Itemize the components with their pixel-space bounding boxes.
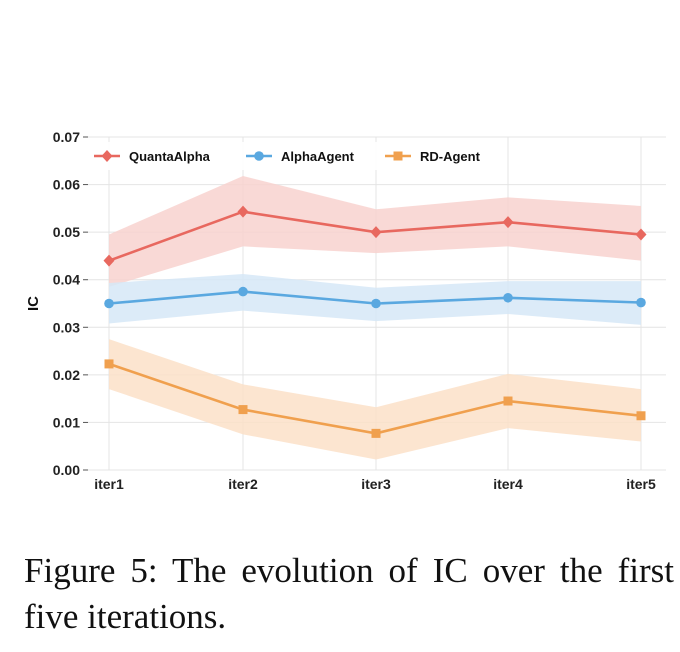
point-QuantaAlpha xyxy=(635,228,647,241)
legend-label-QuantaAlpha: QuantaAlpha xyxy=(129,149,211,164)
point-QuantaAlpha xyxy=(502,216,514,229)
point-AlphaAgent xyxy=(503,292,513,303)
point-AlphaAgent xyxy=(371,298,381,309)
confidence-bands xyxy=(109,176,641,460)
y-tick-label: 0.06 xyxy=(53,177,80,193)
x-tick-label: iter4 xyxy=(493,476,523,492)
y-tick-label: 0.01 xyxy=(53,414,80,430)
legend-marker-QuantaAlpha xyxy=(101,150,113,162)
axes: 0.00 0.01 0.02 0.03 0.04 0.05 0.06 0.07 iter1 ite… xyxy=(25,129,656,492)
x-tick-label: iter2 xyxy=(228,476,258,492)
band-RD-Agent xyxy=(109,339,641,460)
y-tick-label: 0.07 xyxy=(53,129,80,145)
legend-marker-AlphaAgent xyxy=(254,151,264,161)
legend-box xyxy=(86,142,498,170)
series-markers xyxy=(103,205,647,438)
legend-marker-RD-Agent xyxy=(393,151,403,161)
point-RD-Agent xyxy=(636,411,646,421)
point-AlphaAgent xyxy=(636,297,646,308)
legend-label-RD-Agent: RD-Agent xyxy=(420,149,481,164)
y-axis-label: IC xyxy=(25,296,42,311)
figure-caption: Figure 5: The evolution of IC over the f… xyxy=(24,551,674,636)
y-tick-label: 0.05 xyxy=(53,224,80,240)
point-AlphaAgent xyxy=(238,286,248,297)
point-RD-Agent xyxy=(371,428,381,438)
legend: QuantaAlpha AlphaAgent RD-Agent xyxy=(86,142,498,170)
point-QuantaAlpha xyxy=(370,226,382,239)
point-QuantaAlpha xyxy=(237,205,249,218)
point-QuantaAlpha xyxy=(103,254,115,267)
y-tick-label: 0.00 xyxy=(53,462,80,478)
point-RD-Agent xyxy=(238,405,248,415)
y-tick-label: 0.02 xyxy=(53,367,80,383)
x-tick-label: iter3 xyxy=(361,476,391,492)
point-AlphaAgent xyxy=(104,298,114,309)
point-RD-Agent xyxy=(104,359,114,369)
legend-label-AlphaAgent: AlphaAgent xyxy=(281,149,355,164)
x-tick-label: iter1 xyxy=(94,476,124,492)
ic-line-chart: 0.00 0.01 0.02 0.03 0.04 0.05 0.06 0.07 iter1 ite… xyxy=(25,129,666,492)
x-tick-label: iter5 xyxy=(626,476,656,492)
y-tick-label: 0.04 xyxy=(53,272,80,288)
y-tick-label: 0.03 xyxy=(53,319,80,335)
point-RD-Agent xyxy=(503,396,513,406)
